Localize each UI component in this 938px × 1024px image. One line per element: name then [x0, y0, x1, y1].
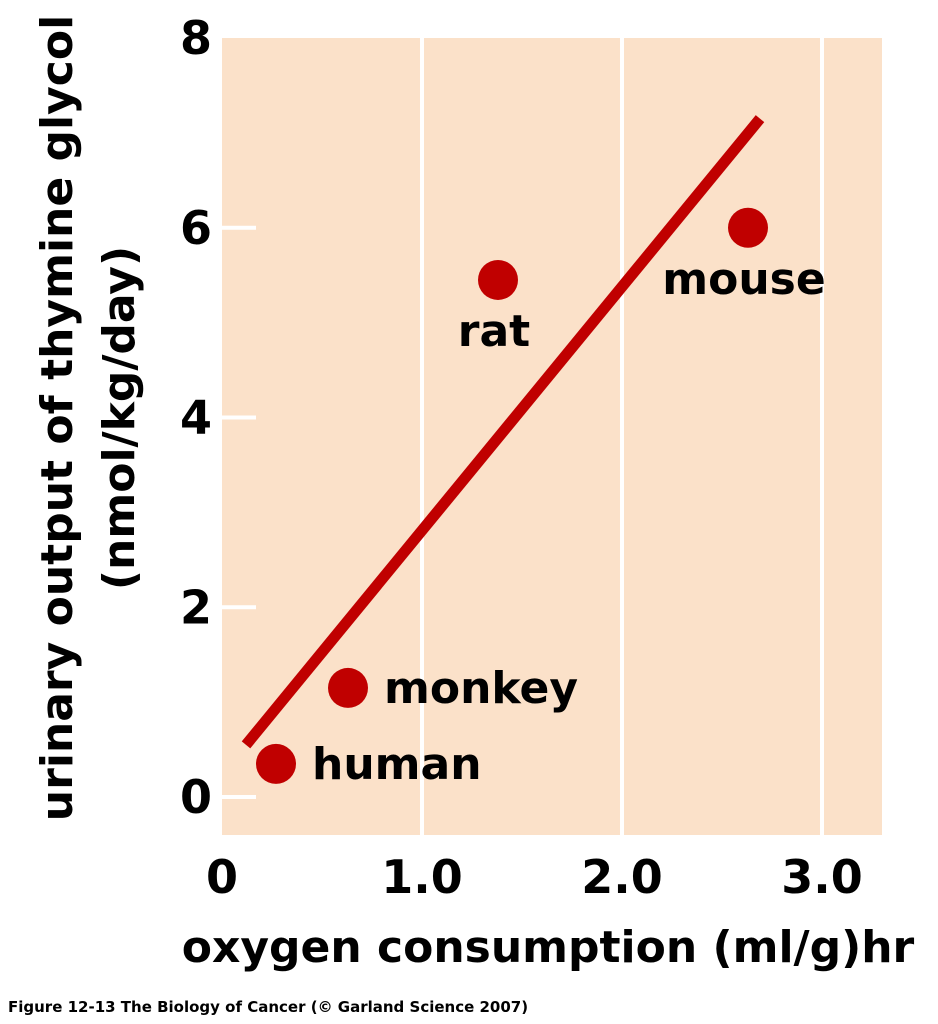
data-point-human — [256, 743, 296, 784]
y-tick-label: 4 — [180, 391, 212, 445]
data-point-rat — [478, 259, 518, 300]
grid — [222, 38, 824, 835]
data-points: human monkey rat mouse — [256, 207, 826, 790]
x-tick-label: 3.0 — [781, 850, 863, 904]
data-point-mouse — [728, 207, 768, 248]
x-tick-label: 1.0 — [381, 850, 463, 904]
x-tick-label: 2.0 — [581, 850, 663, 904]
point-label-human: human — [312, 739, 482, 790]
y-tick-label: 6 — [180, 201, 212, 255]
x-tick-label: 0 — [206, 850, 238, 904]
y-tick-labels: 0 2 4 6 8 — [180, 11, 212, 824]
y-axis-units: (nmol/kg/day) — [94, 246, 145, 590]
trend-line — [241, 115, 765, 749]
x-tick-labels: 0 1.0 2.0 3.0 — [206, 850, 863, 904]
data-point-monkey — [328, 667, 368, 708]
y-tick-label: 0 — [180, 770, 212, 824]
point-label-rat: rat — [458, 306, 530, 357]
y-tick-label: 2 — [180, 580, 212, 634]
point-label-mouse: mouse — [662, 254, 825, 305]
plot-background — [222, 38, 882, 835]
scatter-chart: 0 1.0 2.0 3.0 0 2 4 6 8 human monkey rat mouse oxy… — [32, 11, 915, 973]
figure-caption: Figure 12-13 The Biology of Cancer (© Ga… — [8, 998, 529, 1016]
y-axis-title: urinary output of thymine glycol — [32, 15, 83, 821]
y-tick-label: 8 — [180, 11, 212, 65]
x-axis-title: oxygen consumption (ml/g)hr — [182, 922, 915, 973]
point-label-monkey: monkey — [384, 663, 578, 714]
